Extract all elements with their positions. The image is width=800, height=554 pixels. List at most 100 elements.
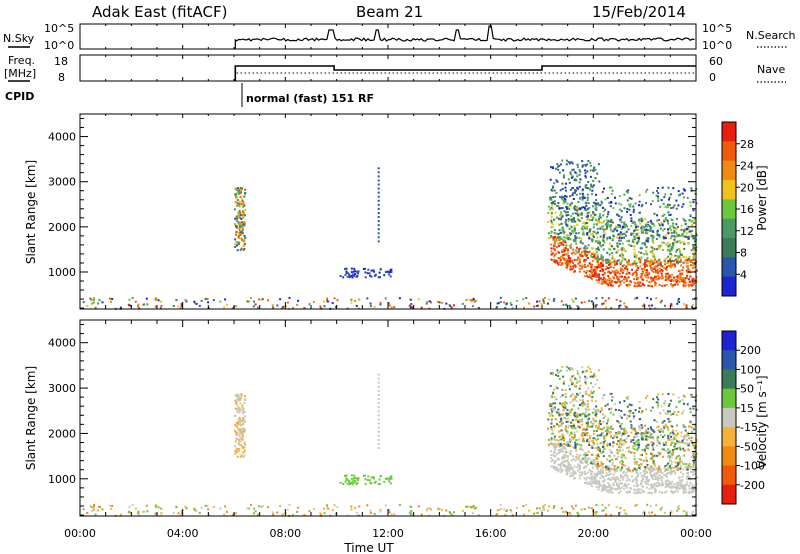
power-echo-mark bbox=[652, 236, 655, 239]
velocity-echo-mark bbox=[668, 483, 670, 486]
power-echo-mark bbox=[647, 260, 650, 263]
power-echo-mark bbox=[566, 234, 569, 237]
velocity-echo-mark bbox=[575, 439, 578, 441]
power-echo-mark bbox=[580, 237, 583, 240]
velocity-echo-mark bbox=[235, 402, 238, 405]
power-echo-mark bbox=[603, 280, 606, 282]
velocity-echo-mark bbox=[574, 471, 577, 474]
velocity-echo-mark bbox=[647, 491, 650, 494]
velocity-echo-mark bbox=[597, 488, 600, 491]
power-echo-mark bbox=[690, 249, 693, 252]
power-echo-mark bbox=[575, 232, 578, 235]
velocity-echo-mark bbox=[624, 474, 627, 477]
velocity-echo-mark bbox=[590, 475, 593, 478]
power-echo-mark bbox=[639, 285, 642, 287]
power-echo-mark bbox=[561, 249, 564, 252]
colorbar-cell bbox=[722, 199, 736, 220]
velocity-echo-mark bbox=[602, 431, 605, 434]
power-echo-mark bbox=[682, 241, 685, 243]
power-echo-mark bbox=[594, 305, 597, 308]
velocity-echo-mark bbox=[555, 469, 558, 471]
velocity-echo-mark bbox=[426, 507, 429, 510]
velocity-echo-mark bbox=[621, 463, 623, 466]
power-echo-mark bbox=[562, 230, 565, 233]
velocity-echo-mark bbox=[619, 461, 621, 464]
colorbar-cell bbox=[722, 122, 736, 142]
power-echo-mark bbox=[643, 226, 646, 229]
power-echo-mark bbox=[602, 244, 605, 247]
power-echo-mark bbox=[611, 284, 614, 287]
power-echo-mark bbox=[596, 256, 599, 259]
velocity-echo-mark bbox=[628, 490, 630, 493]
velocity-echo-mark bbox=[590, 439, 593, 442]
velocity-echo-mark bbox=[581, 394, 584, 397]
power-echo-mark bbox=[596, 228, 599, 230]
velocity-echo-mark bbox=[598, 480, 601, 483]
velocity-echo-mark bbox=[629, 409, 632, 412]
velocity-echo-mark bbox=[617, 487, 620, 490]
power-echo-mark bbox=[689, 214, 692, 217]
velocity-echo-mark bbox=[597, 448, 599, 451]
velocity-echo-mark bbox=[627, 467, 630, 470]
velocity-echo-mark bbox=[676, 442, 679, 444]
velocity-echo-mark bbox=[615, 475, 618, 478]
power-echo-mark bbox=[672, 279, 674, 282]
power-echo-mark bbox=[542, 298, 545, 301]
velocity-echo-mark bbox=[558, 371, 561, 374]
velocity-echo-mark bbox=[145, 504, 148, 507]
velocity-echo-mark bbox=[595, 439, 598, 442]
velocity-echo-mark bbox=[675, 465, 678, 468]
power-echo-mark bbox=[558, 223, 561, 226]
velocity-echo-mark bbox=[557, 463, 560, 466]
velocity-echo-mark bbox=[241, 420, 244, 423]
power-echo-mark bbox=[256, 306, 259, 309]
velocity-echo-mark bbox=[241, 433, 244, 436]
power-echo-mark bbox=[607, 261, 610, 264]
power-echo-mark bbox=[593, 269, 595, 272]
power-echo-mark bbox=[597, 246, 600, 249]
power-echo-mark bbox=[659, 224, 661, 227]
power-echo-mark bbox=[565, 253, 568, 256]
power-echo-mark bbox=[568, 181, 571, 184]
power-echo-mark bbox=[654, 284, 657, 287]
power-echo-mark bbox=[377, 183, 380, 186]
velocity-echo-mark bbox=[688, 476, 691, 479]
power-echo-mark bbox=[666, 272, 669, 275]
power-echo-mark bbox=[641, 247, 643, 250]
power-echo-mark bbox=[578, 261, 581, 264]
velocity-echo-mark bbox=[342, 483, 345, 486]
power-echo-mark bbox=[94, 306, 97, 309]
power-echo-mark bbox=[601, 302, 604, 305]
velocity-echo-mark bbox=[677, 504, 680, 507]
velocity-echo-mark bbox=[684, 442, 687, 445]
velocity-echo-mark bbox=[335, 512, 337, 515]
velocity-echo-mark bbox=[578, 426, 581, 428]
velocity-echo-mark bbox=[119, 513, 122, 516]
power-echo-mark bbox=[252, 305, 255, 308]
power-echo-mark bbox=[576, 206, 579, 209]
power-echo-mark bbox=[593, 274, 596, 277]
power-echo-mark bbox=[572, 239, 575, 242]
power-echo-mark bbox=[676, 275, 679, 278]
power-echo-mark bbox=[645, 240, 648, 242]
velocity-echo-mark bbox=[689, 407, 692, 410]
power-echo-mark bbox=[688, 278, 690, 281]
velocity-echo-mark bbox=[639, 429, 642, 432]
velocity-echo-mark bbox=[694, 472, 697, 475]
power-echo-mark bbox=[573, 224, 576, 227]
velocity-echo-mark bbox=[675, 488, 678, 491]
velocity-echo-mark bbox=[558, 377, 561, 380]
velocity-echo-mark bbox=[611, 468, 613, 471]
velocity-echo-mark bbox=[398, 504, 401, 507]
power-echo-mark bbox=[578, 185, 581, 188]
velocity-echo-mark bbox=[628, 410, 630, 413]
velocity-echo-mark bbox=[571, 436, 574, 439]
power-echo-mark bbox=[648, 304, 651, 307]
velocity-echo-mark bbox=[671, 449, 674, 451]
velocity-echo-mark bbox=[560, 429, 563, 432]
power-echo-mark bbox=[525, 297, 528, 299]
velocity-echo-mark bbox=[243, 441, 246, 444]
power-echo-mark bbox=[588, 262, 591, 265]
velocity-echo-mark bbox=[411, 513, 414, 516]
